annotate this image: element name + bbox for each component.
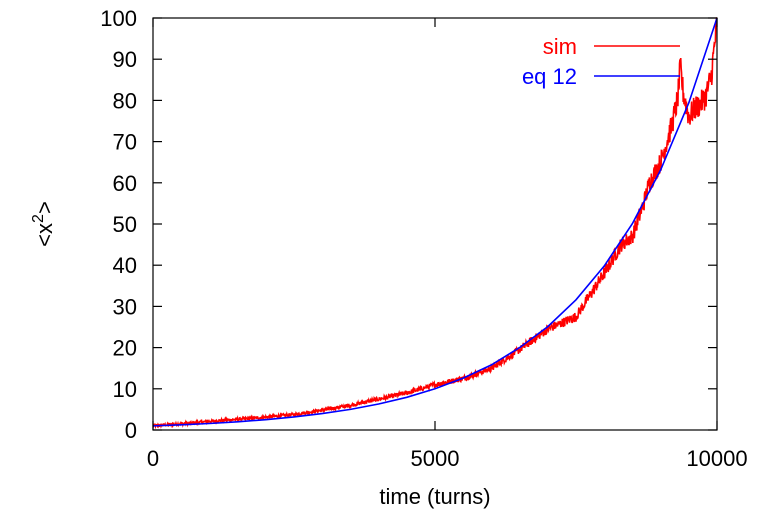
x-tick-label: 10000: [686, 446, 747, 471]
y-tick-label: 70: [113, 130, 137, 155]
y-axis-title: <x2>: [30, 201, 57, 247]
x-axis-title: time (turns): [379, 484, 490, 509]
plot-area: 0 10 20 30 40 50 60 70 80 90 100 0 5000 10000 sim eq 12: [100, 6, 747, 471]
y-tick-label: 30: [113, 294, 137, 319]
y-tick-label: 50: [113, 212, 137, 237]
y-tick-label: 90: [113, 47, 137, 72]
y-tick-label: 0: [125, 418, 137, 443]
y-axis-title-text: <x2>: [30, 201, 57, 247]
y-tick-label: 20: [113, 336, 137, 361]
y-tick-label: 40: [113, 253, 137, 278]
legend-label-sim: sim: [543, 34, 577, 59]
x-tick-label: 5000: [411, 446, 460, 471]
y-tick-label: 10: [113, 377, 137, 402]
y-tick-label: 100: [100, 6, 137, 31]
y-tick-label: 60: [113, 171, 137, 196]
y-tick-label: 80: [113, 88, 137, 113]
series-line-eq-12: [152, 17, 718, 427]
legend-label-eq-12: eq 12: [522, 64, 577, 89]
x-tick-label: 0: [147, 446, 159, 471]
